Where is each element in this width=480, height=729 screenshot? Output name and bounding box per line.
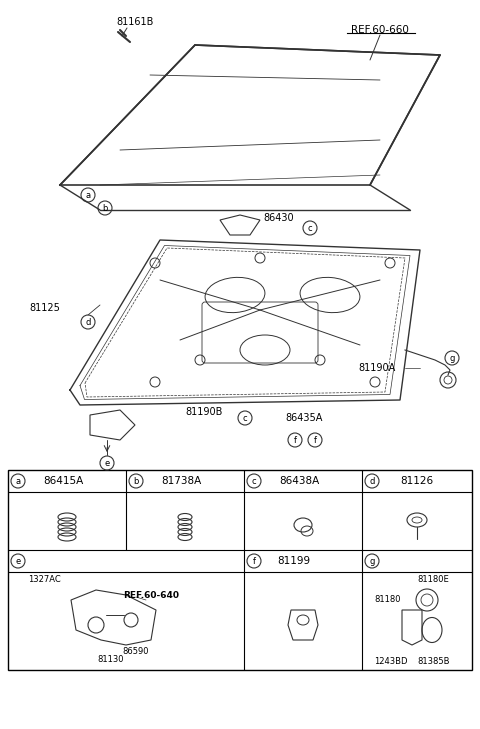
Text: 86415A: 86415A	[43, 476, 83, 486]
Text: d: d	[85, 318, 91, 327]
Text: 81126: 81126	[400, 476, 433, 486]
Text: 86430: 86430	[263, 213, 294, 223]
Text: 86438A: 86438A	[279, 476, 319, 486]
Text: c: c	[308, 224, 312, 233]
Text: e: e	[15, 556, 21, 566]
Text: 81190B: 81190B	[185, 407, 222, 417]
Text: a: a	[85, 190, 91, 200]
Text: 81738A: 81738A	[161, 476, 201, 486]
Text: 81180: 81180	[374, 596, 400, 604]
Text: e: e	[104, 459, 109, 467]
Text: 81385B: 81385B	[417, 658, 449, 666]
Text: 81199: 81199	[277, 556, 311, 566]
Text: f: f	[252, 556, 255, 566]
Text: d: d	[369, 477, 375, 486]
Text: 81180E: 81180E	[417, 575, 449, 585]
Text: 81190A: 81190A	[358, 363, 395, 373]
Text: b: b	[102, 203, 108, 212]
Text: 81161B: 81161B	[116, 17, 154, 27]
Text: 86435A: 86435A	[285, 413, 323, 423]
Text: b: b	[133, 477, 139, 486]
Text: f: f	[293, 435, 297, 445]
Text: 1327AC: 1327AC	[28, 575, 61, 585]
Text: REF.60-660: REF.60-660	[351, 25, 409, 35]
Text: REF.60-640: REF.60-640	[123, 590, 179, 599]
Text: 81130: 81130	[98, 655, 124, 665]
Text: 81125: 81125	[29, 303, 60, 313]
Text: a: a	[15, 477, 21, 486]
Text: g: g	[369, 556, 375, 566]
Text: 1243BD: 1243BD	[374, 658, 408, 666]
Text: f: f	[313, 435, 316, 445]
Text: c: c	[243, 413, 247, 423]
Bar	[8, 470, 472, 670]
Text: 86590: 86590	[123, 647, 149, 657]
Text: c: c	[252, 477, 256, 486]
Text: g: g	[449, 354, 455, 362]
